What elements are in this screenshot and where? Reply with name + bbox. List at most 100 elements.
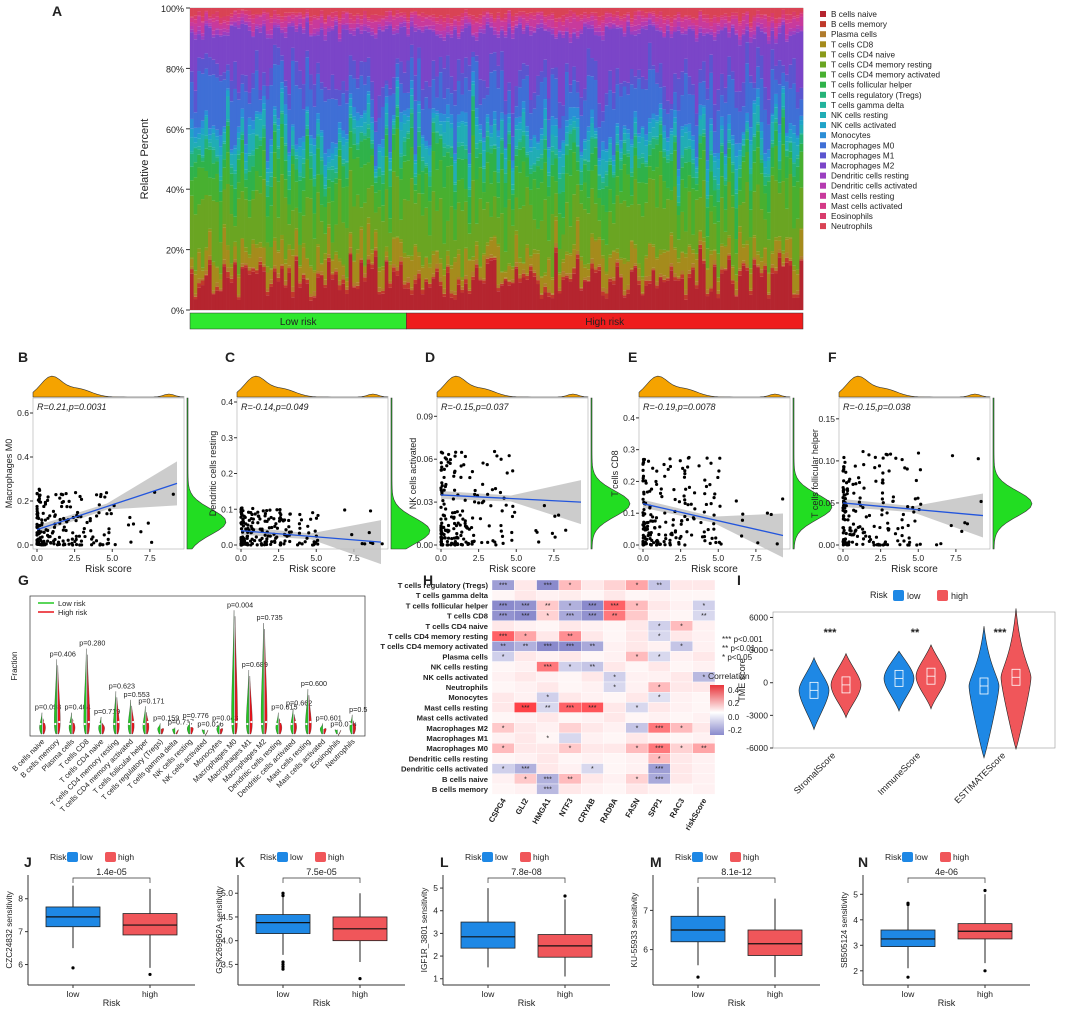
data-point: [677, 500, 682, 504]
bar-segment: [276, 47, 281, 66]
bar-segment: [601, 258, 605, 288]
bar-segment: [283, 12, 288, 17]
bar-segment: [323, 87, 328, 102]
data-point: [89, 529, 93, 533]
data-point: [75, 510, 80, 515]
bar-segment: [561, 21, 566, 26]
bar-segment: [424, 14, 429, 18]
bar-segment: [611, 24, 616, 29]
bar-segment: [395, 17, 400, 26]
bar-segment: [283, 263, 288, 281]
bar-segment: [215, 20, 220, 29]
bar-segment: [496, 172, 501, 183]
data-point: [913, 519, 917, 523]
data-point: [487, 524, 491, 528]
bar-segment: [626, 82, 631, 95]
bar-segment: [745, 121, 750, 124]
bar-segment: [485, 122, 490, 132]
bar-segment: [352, 261, 357, 283]
data-point: [42, 504, 46, 509]
x-tick-label: 7.5: [144, 553, 156, 563]
data-point: [472, 539, 476, 543]
bar-segment: [784, 257, 789, 263]
bar-segment: [197, 15, 202, 17]
data-point: [252, 528, 256, 532]
bar-segment: [406, 120, 411, 132]
bar-segment: [550, 19, 555, 28]
bar-segment: [615, 15, 620, 18]
bar-segment: [525, 176, 530, 188]
bar-segment: [727, 237, 732, 254]
bar-segment: [597, 266, 602, 271]
bar-segment: [489, 17, 494, 23]
bar-segment: [427, 155, 432, 172]
bar-segment: [251, 155, 256, 167]
data-point: [463, 498, 467, 502]
bar-segment: [734, 18, 739, 31]
bar-segment: [366, 255, 371, 260]
bar-segment: [438, 277, 443, 282]
bar-segment: [247, 274, 252, 310]
bar-segment: [233, 246, 238, 260]
bar-segment: [586, 28, 591, 49]
data-point: [307, 531, 311, 535]
bar-segment: [298, 244, 303, 266]
bar-segment: [464, 16, 468, 20]
bar-segment: [741, 29, 746, 34]
bar-segment: [763, 269, 768, 310]
bar-segment: [435, 268, 440, 272]
bar-segment: [705, 33, 710, 89]
bar-segment: [420, 32, 425, 90]
bar-segment: [662, 19, 667, 24]
data-point: [535, 530, 539, 534]
bar-segment: [781, 21, 786, 26]
data-point: [40, 518, 44, 522]
bar-segment: [482, 15, 486, 17]
bar-segment: [730, 27, 735, 72]
bar-segment: [647, 118, 652, 123]
bar-segment: [644, 280, 649, 286]
bar-segment: [720, 243, 724, 247]
bar-segment: [381, 290, 386, 294]
bar-segment: [752, 82, 757, 89]
bar-segment: [395, 58, 400, 64]
bar-segment: [229, 16, 234, 19]
bar-segment: [644, 145, 649, 162]
bar-segment: [597, 127, 602, 159]
bar-segment: [539, 277, 544, 294]
bar-segment: [611, 17, 616, 21]
bar-segment: [781, 18, 786, 21]
bar-segment: [788, 8, 793, 15]
bar-segment: [319, 271, 324, 275]
bar-segment: [572, 267, 577, 269]
bar-segment: [449, 25, 454, 31]
bar-segment: [420, 267, 425, 289]
bar-segment: [290, 145, 295, 149]
data-point: [439, 468, 443, 472]
bar-segment: [590, 12, 595, 15]
bar-segment: [637, 24, 642, 30]
bar-segment: [427, 15, 432, 17]
bar-segment: [565, 126, 569, 133]
bar-segment: [373, 34, 378, 39]
bar-segment: [388, 8, 393, 10]
bar-segment: [720, 273, 724, 310]
bar-segment: [431, 14, 436, 18]
bar-segment: [373, 172, 378, 177]
bar-segment: [402, 114, 407, 124]
bar-segment: [680, 252, 685, 271]
bar-segment: [586, 24, 591, 29]
regression-line: [440, 494, 582, 503]
bar-segment: [565, 277, 569, 310]
legend-swatch: [820, 122, 826, 129]
data-point: [845, 542, 849, 546]
bar-segment: [456, 59, 461, 81]
median-dot: [83, 722, 86, 726]
bar-segment: [327, 169, 331, 180]
bar-segment: [251, 166, 256, 191]
bar-segment: [431, 122, 436, 133]
bar-segment: [456, 114, 461, 123]
bar-segment: [402, 72, 407, 93]
bar-segment: [316, 8, 321, 17]
bar-segment: [738, 39, 742, 46]
